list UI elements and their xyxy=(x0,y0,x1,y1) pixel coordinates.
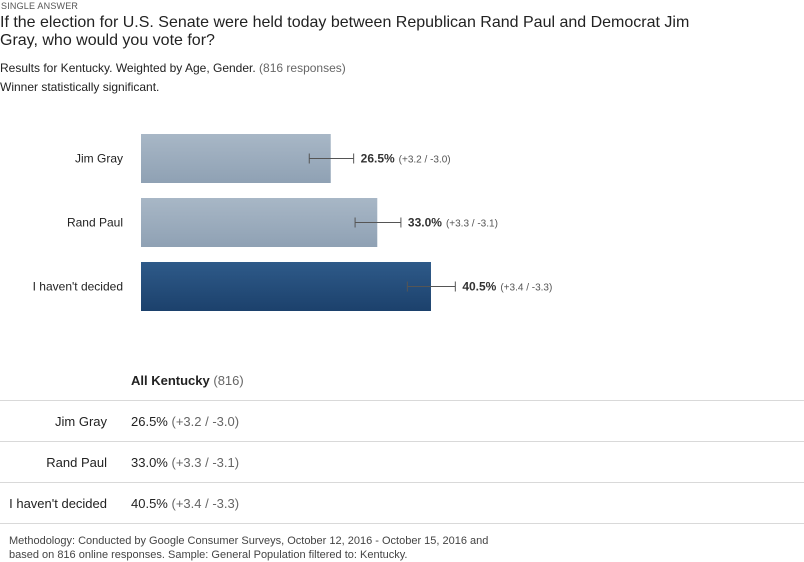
bar xyxy=(141,262,431,311)
category-label: I haven't decided xyxy=(33,280,123,294)
table-row-label: I haven't decided xyxy=(9,496,107,511)
table-group-label: All Kentucky xyxy=(131,373,210,388)
value-label: 40.5% xyxy=(462,280,496,294)
error-label: (+3.3 / -3.1) xyxy=(446,219,498,230)
value-label: 33.0% xyxy=(408,216,442,230)
bar xyxy=(141,198,378,247)
question-title: If the election for U.S. Senate were hel… xyxy=(0,14,690,49)
results-subtitle: Results for Kentucky. Weighted by Age, G… xyxy=(0,61,346,75)
table-row: Jim Gray 26.5% (+3.2 / -3.0) xyxy=(0,400,804,442)
table-group-count: (816) xyxy=(213,373,244,388)
results-bar-chart: Jim Gray 26.5% (+3.2 / -3.0) Rand Paul 33.0%… xyxy=(33,134,552,311)
category-label: Rand Paul xyxy=(67,216,123,230)
responses-count: (816 responses) xyxy=(259,61,346,75)
answer-type-tag: SINGLE ANSWER xyxy=(1,1,79,11)
significance-note: Winner statistically significant. xyxy=(0,80,160,94)
category-label: Jim Gray xyxy=(75,152,123,166)
value-label: 26.5% xyxy=(361,152,395,166)
table-row: Rand Paul 33.0% (+3.3 / -3.1) xyxy=(0,441,804,483)
table-bottom-divider xyxy=(0,523,804,524)
error-label: (+3.4 / -3.3) xyxy=(500,283,552,294)
results-text: Results for Kentucky. Weighted by Age, G… xyxy=(0,61,256,75)
table-row-value: 40.5% (+3.4 / -3.3) xyxy=(131,496,240,511)
table-row-value: 26.5% (+3.2 / -3.0) xyxy=(131,414,240,429)
error-label: (+3.2 / -3.0) xyxy=(399,155,451,166)
table-row-value: 33.0% (+3.3 / -3.1) xyxy=(131,455,240,470)
table-header: All Kentucky (816) xyxy=(131,373,244,388)
table-row-label: Rand Paul xyxy=(46,455,107,470)
methodology-note: Methodology: Conducted by Google Consume… xyxy=(9,535,489,561)
bar xyxy=(141,134,331,183)
table-row: I haven't decided 40.5% (+3.4 / -3.3) xyxy=(0,482,804,524)
table-row-label: Jim Gray xyxy=(55,414,107,429)
